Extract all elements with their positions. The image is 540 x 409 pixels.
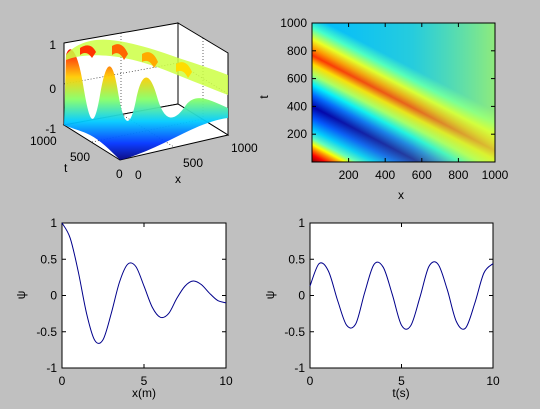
bl-y-tick: 0 [50,289,57,303]
bl-y-tick: -1 [46,361,57,375]
heatmap-x-tick: 800 [448,168,468,182]
surface-t-tick: 500 [70,150,90,164]
heatmap-x-tick: 600 [412,168,432,182]
heatmap-y-tick: 600 [287,72,307,86]
surface-x-tick: 0 [135,168,142,182]
series-line-position [61,222,227,344]
heatmap-x-tick: 400 [375,168,395,182]
surface-x-label: x [175,172,181,186]
heatmap-x-tick: 200 [339,168,359,182]
heatmap-y-tick: 1000 [280,16,307,30]
br-x-tick: 5 [398,374,405,388]
heatmap-y-tick: 200 [287,127,307,141]
series-line-time [309,261,494,330]
br-y-tick: 0.5 [288,252,305,266]
bl-x-tick: 5 [141,374,148,388]
bl-x-label: x(m) [132,386,156,400]
br-x-tick: 10 [486,374,500,388]
surface-t-tick: 1000 [30,134,57,148]
heatmap-plot: 200 400 600 800 1000 200 400 600 800 1000 x t [257,16,509,202]
heatmap-y-tick: 800 [287,44,307,58]
bl-y-tick: -0.5 [36,325,57,339]
br-x-tick: 0 [307,374,314,388]
bl-y-label: ψ [14,291,28,300]
surface-z-tick: -1 [45,122,56,136]
bl-x-tick: 0 [59,374,66,388]
heatmap-y-tick: 400 [287,99,307,113]
bl-y-tick: 1 [50,216,57,230]
line-plot-position-area [61,222,227,369]
heatmap-x-label: x [398,188,404,202]
surface-mesh [64,39,228,160]
line-plot-position: 0 5 10 1 0.5 0 -0.5 -1 x(m) ψ [14,216,233,400]
br-y-tick: -1 [294,361,305,375]
line-plot-time-area [309,222,494,369]
surface-z-tick: 0 [49,82,56,96]
heatmap-frame [311,22,496,163]
surface-z-tick: 1 [49,38,56,52]
line-plot-time: 0 5 10 1 0.5 0 -0.5 -1 t(s) ψ [263,216,500,400]
br-y-tick: -0.5 [284,325,305,339]
surface-x-tick: 500 [183,156,203,170]
br-y-tick: 1 [298,216,305,230]
bl-y-tick: 0.5 [40,252,57,266]
bl-x-tick: 10 [219,374,233,388]
surface-plot: 1 0 -1 1000 500 0 0 500 1000 x t [30,22,258,186]
br-y-label: ψ [263,291,277,300]
br-x-label: t(s) [392,386,409,400]
br-y-tick: 0 [298,289,305,303]
heatmap-fade [312,23,495,162]
heatmap-y-label: t [257,95,271,99]
surface-t-label: t [64,161,68,175]
surface-x-tick: 1000 [231,141,258,155]
surface-t-tick: 0 [116,167,123,181]
heatmap-x-tick: 1000 [482,168,509,182]
